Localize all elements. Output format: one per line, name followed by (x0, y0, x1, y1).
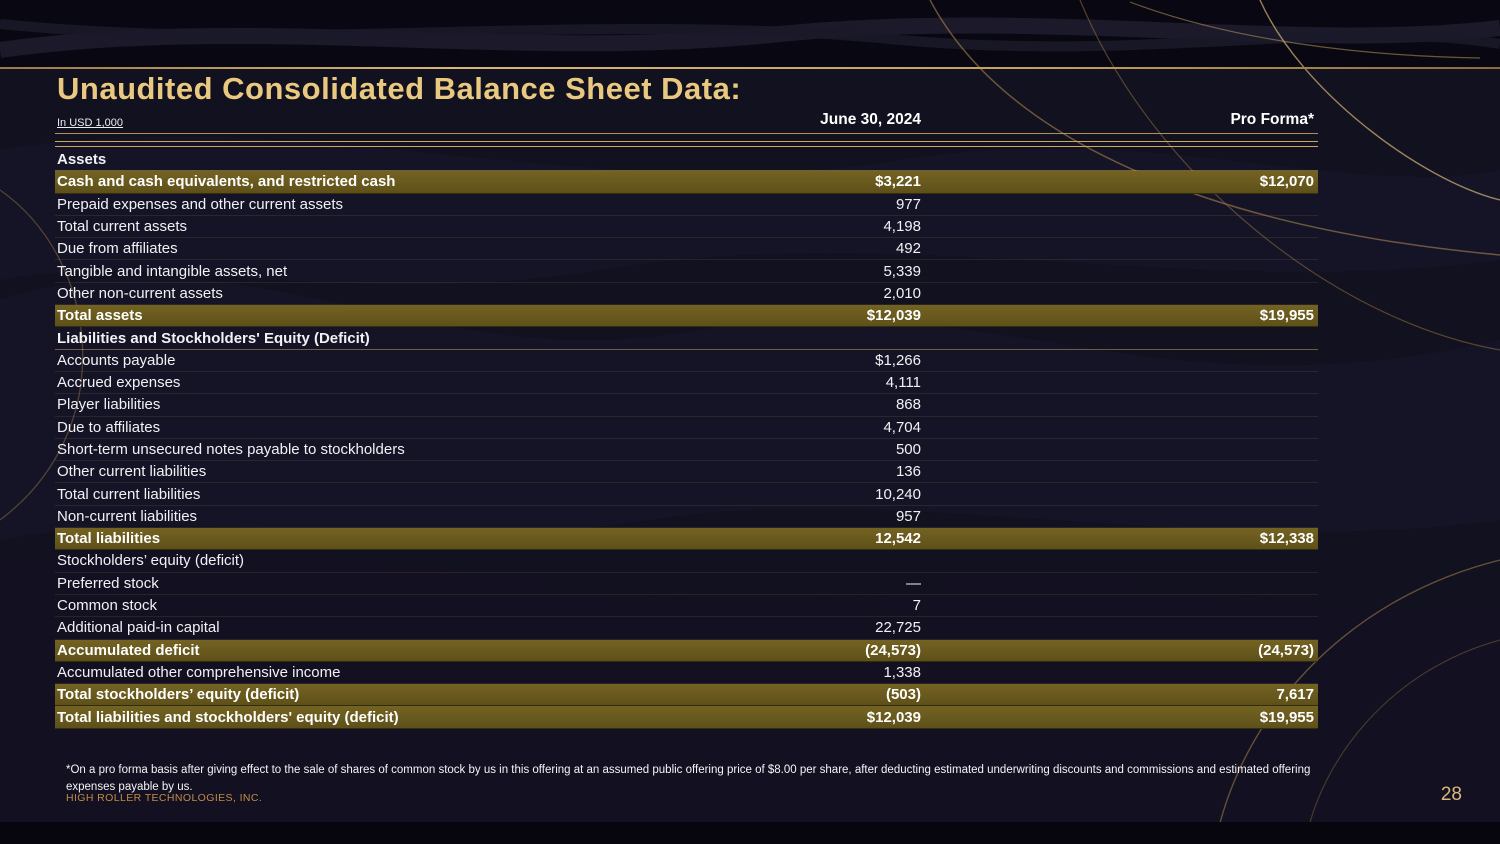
table-row-accumulated-other-comprehensive-income: Accumulated other comprehensive income 1… (55, 662, 1318, 685)
row-value-jun30: 868 (895, 396, 921, 414)
table-row-tangible-intangible-assets: Tangible and intangible assets, net 5,33… (55, 260, 1318, 283)
column-header-proforma: Pro Forma* (1230, 111, 1314, 128)
table-row-liabilities-header: Liabilities and Stockholders' Equity (De… (55, 327, 1318, 350)
row-value-jun30: 4,704 (883, 418, 921, 436)
table-header-row: In USD 1,000 June 30, 2024 Pro Forma* (55, 111, 1318, 134)
table-row-common-stock: Common stock 7 (55, 595, 1318, 618)
row-label: Total current liabilities (57, 485, 201, 503)
table-row-non-current-liabilities: Non-current liabilities 957 (55, 506, 1318, 529)
row-value-jun30: $3,221 (875, 173, 921, 191)
row-value-proforma: (24,573) (1258, 641, 1314, 659)
balance-sheet-table: In USD 1,000 June 30, 2024 Pro Forma* As… (55, 111, 1318, 729)
row-label: Prepaid expenses and other current asset… (57, 195, 344, 213)
row-value-jun30: 7 (912, 597, 921, 615)
pro-forma-footnote: *On a pro forma basis after giving effec… (66, 764, 1311, 793)
row-label: Common stock (57, 597, 158, 615)
row-label: Total liabilities and stockholders' equi… (57, 708, 399, 726)
row-value-jun30: — (906, 574, 921, 592)
table-row-player-liabilities: Player liabilities 868 (55, 394, 1318, 417)
row-value-jun30: 12,542 (875, 530, 921, 548)
table-row-due-to-affiliates: Due to affiliates 4,704 (55, 417, 1318, 439)
double-rule-divider (55, 141, 1318, 147)
row-value-jun30: (503) (885, 686, 921, 704)
table-row-other-non-current-assets: Other non-current assets 2,010 (55, 283, 1318, 306)
row-label: Accumulated deficit (57, 641, 200, 659)
table-row-cash: Cash and cash equivalents, and restricte… (55, 171, 1318, 194)
row-value-jun30: 1,338 (883, 663, 921, 681)
row-label: Due to affiliates (57, 418, 161, 436)
row-label: Accrued expenses (57, 374, 181, 392)
row-label: Total assets (57, 307, 143, 325)
row-label: Tangible and intangible assets, net (57, 262, 288, 280)
table-row-due-from-affiliates: Due from affiliates 492 (55, 238, 1318, 261)
table-row-total-current-assets: Total current assets 4,198 (55, 216, 1318, 239)
page-number: 28 (1440, 784, 1462, 805)
row-value-proforma: $19,955 (1259, 307, 1314, 325)
row-label: Assets (57, 151, 107, 169)
row-label: Accounts payable (57, 351, 176, 369)
row-value-jun30: 500 (895, 441, 921, 458)
row-label: Short-term unsecured notes payable to st… (57, 441, 405, 458)
row-value-proforma: $12,338 (1259, 530, 1314, 548)
column-header-jun30: June 30, 2024 (820, 111, 921, 128)
table-unit-label: In USD 1,000 (57, 117, 124, 129)
table-row-accrued-expenses: Accrued expenses 4,111 (55, 372, 1318, 395)
row-label: Total stockholders’ equity (deficit) (57, 686, 300, 704)
row-value-proforma: $19,955 (1259, 708, 1314, 726)
table-row-assets-header: Assets (55, 149, 1318, 172)
table-row-other-current-liabilities: Other current liabilities 136 (55, 461, 1318, 484)
table-body: Assets Cash and cash equivalents, and re… (55, 149, 1318, 729)
row-value-jun30: 977 (895, 195, 921, 213)
row-value-jun30: $12,039 (866, 708, 921, 726)
table-row-prepaid-expenses: Prepaid expenses and other current asset… (55, 194, 1318, 216)
table-row-additional-paid-in-capital: Additional paid-in capital 22,725 (55, 617, 1318, 640)
row-label: Cash and cash equivalents, and restricte… (57, 173, 396, 191)
page-title: Unaudited Consolidated Balance Sheet Dat… (57, 71, 742, 106)
row-label: Accumulated other comprehensive income (57, 663, 341, 681)
row-value-jun30: 492 (895, 240, 921, 258)
row-label: Preferred stock (57, 574, 159, 592)
row-value-jun30: 5,339 (883, 262, 921, 280)
row-value-proforma: 7,617 (1276, 686, 1314, 704)
row-label: Additional paid-in capital (57, 619, 220, 637)
row-label: Due from affiliates (57, 240, 178, 258)
row-label: Other current liabilities (57, 463, 207, 481)
top-gold-divider (0, 67, 1500, 69)
row-label: Total liabilities (57, 530, 161, 548)
row-label: Non-current liabilities (57, 507, 198, 525)
table-row-stockholders-equity-header: Stockholders’ equity (deficit) (55, 550, 1318, 573)
row-value-jun30: $12,039 (866, 307, 921, 325)
table-row-preferred-stock: Preferred stock — (55, 573, 1318, 595)
row-label: Player liabilities (57, 396, 161, 414)
row-value-jun30: 957 (895, 507, 921, 525)
table-row-total-liabilities: Total liabilities 12,542 $12,338 (55, 528, 1318, 551)
row-value-jun30: (24,573) (865, 641, 921, 659)
table-row-total-assets: Total assets $12,039 $19,955 (55, 305, 1318, 328)
row-label: Total current assets (57, 218, 188, 236)
row-value-proforma: $12,070 (1259, 173, 1314, 191)
company-name: HIGH ROLLER TECHNOLOGIES, INC. (66, 792, 263, 804)
table-row-accumulated-deficit: Accumulated deficit (24,573) (24,573) (55, 639, 1318, 662)
row-value-jun30: 2,010 (883, 284, 921, 302)
row-value-jun30: 10,240 (875, 485, 921, 503)
table-row-short-term-notes: Short-term unsecured notes payable to st… (55, 439, 1318, 462)
table-row-total-liabilities-and-equity: Total liabilities and stockholders' equi… (55, 706, 1318, 729)
row-value-jun30: 4,198 (883, 218, 921, 236)
table-row-total-stockholders-equity: Total stockholders’ equity (deficit) (50… (55, 684, 1318, 707)
row-label: Stockholders’ equity (deficit) (57, 552, 245, 570)
row-value-jun30: 22,725 (875, 619, 921, 637)
row-label: Other non-current assets (57, 284, 223, 302)
table-row-accounts-payable: Accounts payable $1,266 (55, 350, 1318, 372)
row-label: Liabilities and Stockholders' Equity (De… (57, 329, 370, 347)
row-value-jun30: 4,111 (885, 374, 921, 392)
row-value-jun30: 136 (895, 463, 921, 481)
row-value-jun30: $1,266 (875, 351, 921, 369)
table-row-total-current-liabilities: Total current liabilities 10,240 (55, 483, 1318, 506)
